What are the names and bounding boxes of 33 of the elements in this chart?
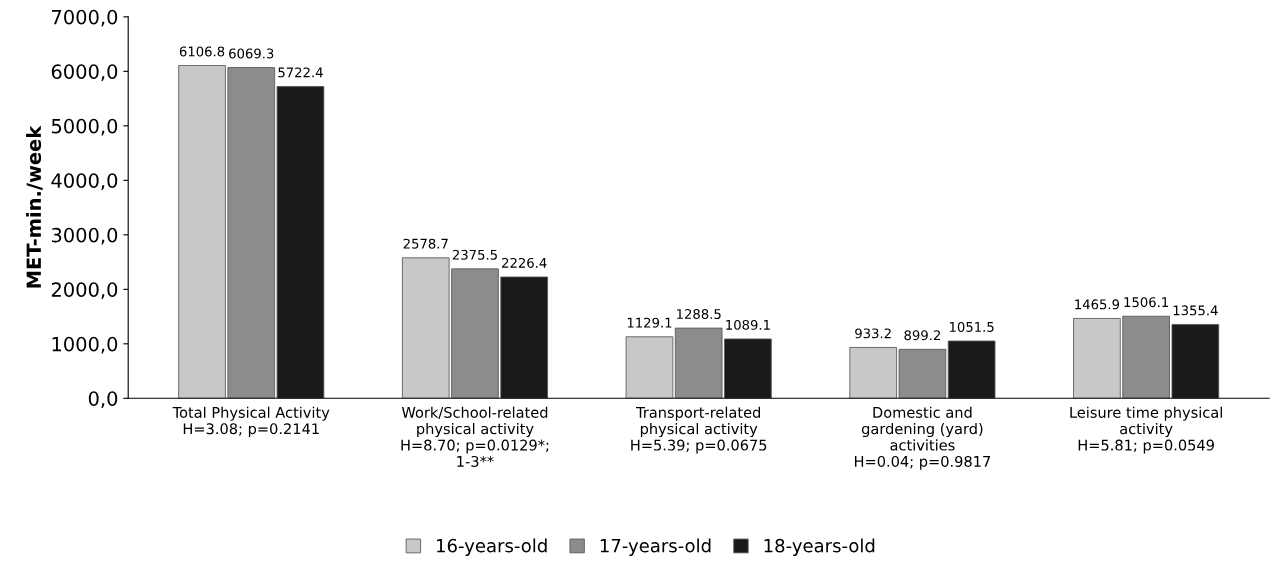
- bar: [947, 340, 996, 399]
- data-label: 1355.4: [1173, 305, 1218, 316]
- data-label: 1129.1: [627, 317, 672, 328]
- data-label: 899.2: [904, 330, 940, 341]
- data-label: 6106.8: [179, 46, 225, 57]
- legend-label: 18-years-old: [764, 538, 875, 556]
- y-tick-label: 0,0: [88, 391, 118, 408]
- y-tick-label: 7000,0: [52, 9, 118, 27]
- x-tick-label: Work/School-related physical activity H=8.70; p=0.0129*; 1-3**: [401, 406, 549, 467]
- x-tick-label: Total Physical Activity H=3.08; p=0.2141: [172, 406, 330, 438]
- y-tick-label: 4000,0: [51, 173, 118, 190]
- y-tick-label: 1000,0: [52, 336, 118, 354]
- y-axis-title: MET-min./week: [26, 125, 43, 288]
- data-label: 1051.5: [950, 321, 994, 332]
- data-label: 1465.9: [1075, 299, 1120, 310]
- x-tick-label: Transport-related physical activity H=5.39; p=0.0675: [631, 406, 767, 454]
- x-tick-label: Leisure time physical activity H=5.81; p=0.0549: [1070, 406, 1222, 454]
- data-label: 2578.7: [403, 238, 448, 249]
- legend-label: 17-years-old: [600, 538, 711, 556]
- data-label: 1288.5: [677, 309, 721, 319]
- legend-label: 16-years-old: [437, 538, 547, 556]
- data-label: 1506.1: [1124, 297, 1168, 308]
- data-label: 2226.4: [502, 257, 547, 268]
- data-label: 2375.5: [452, 249, 497, 260]
- data-label: 6069.3: [229, 48, 274, 59]
- y-tick-label: 2000,0: [51, 282, 118, 299]
- x-tick-label: Domestic and gardening (yard) activities H=0.04; p=0.9817: [854, 406, 991, 470]
- data-label: 933.2: [855, 328, 891, 339]
- data-label: 1089.1: [726, 319, 770, 330]
- y-tick-label: 6000,0: [51, 64, 118, 81]
- y-tick-label: 5000,0: [51, 118, 118, 136]
- y-tick-label: 3000,0: [51, 227, 118, 245]
- data-label: 5722.4: [278, 67, 323, 78]
